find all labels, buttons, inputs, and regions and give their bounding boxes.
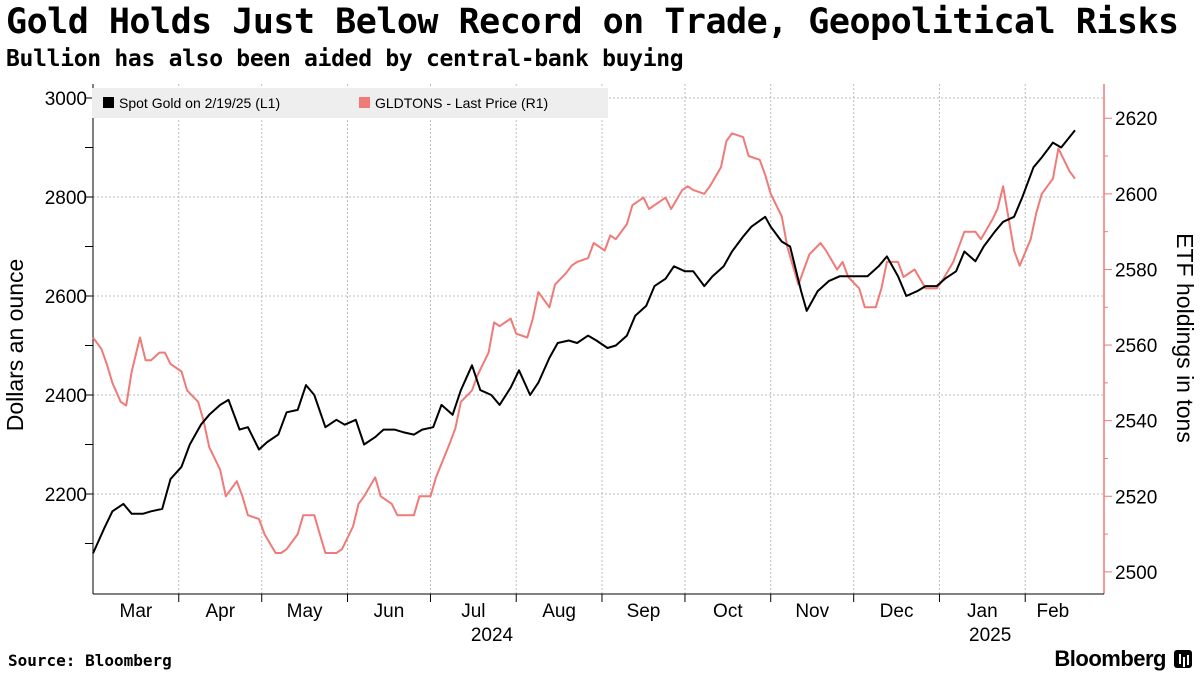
right-tick-label: 2620 <box>1115 109 1157 130</box>
left-axis-title: Dollars an ounce <box>2 259 28 432</box>
left-tick-label: 3000 <box>45 89 87 110</box>
legend: Spot Gold on 2/19/25 (L1) GLDTONS - Last… <box>92 88 608 118</box>
x-tick-label: Aug <box>542 601 576 622</box>
right-tick-label: 2560 <box>1115 336 1157 357</box>
x-tick-label: Dec <box>880 601 914 622</box>
right-tick-label: 2600 <box>1115 185 1157 206</box>
x-tick-label: Jan <box>967 601 998 622</box>
x-tick-label: Feb <box>1036 601 1069 622</box>
x-year-label: 2025 <box>969 625 1011 646</box>
left-tick-label: 2600 <box>45 287 87 308</box>
gridlines <box>93 84 1104 594</box>
x-tick-label: May <box>287 601 323 622</box>
brand-logo-text: Bloomberg <box>1054 646 1166 671</box>
left-tick-label: 2800 <box>45 188 87 209</box>
left-tick-label: 2400 <box>45 386 87 407</box>
series-lines <box>92 129 1076 554</box>
bloomberg-terminal-icon <box>1174 650 1192 668</box>
x-tick-label: Mar <box>120 601 153 622</box>
legend-swatch-gold <box>103 97 114 108</box>
series-line-gldtons <box>92 132 1076 554</box>
tick-labels: 2200 2400 2600 2800 3000 2500 2520 2540 2560 2580… <box>45 89 1158 646</box>
x-tick-label: Sep <box>627 601 661 622</box>
right-tick-label: 2520 <box>1115 487 1157 508</box>
x-tick-label: Jul <box>461 601 485 622</box>
series-line-spot-gold <box>92 129 1076 554</box>
x-tick-label: Nov <box>795 601 829 622</box>
x-tick-label: Apr <box>205 601 235 622</box>
right-tick-label: 2540 <box>1115 412 1157 433</box>
legend-swatch-etf <box>359 97 370 108</box>
x-tick-label: Oct <box>713 601 743 622</box>
x-year-label: 2024 <box>471 625 514 646</box>
chart-subtitle: Bullion has also been aided by central-b… <box>6 46 684 72</box>
source-note: Source: Bloomberg <box>8 651 172 670</box>
right-axis-title: ETF holdings in tons <box>1172 233 1198 443</box>
chart-title: Gold Holds Just Below Record on Trade, G… <box>6 2 1179 42</box>
x-tick-label: Jun <box>374 601 405 622</box>
left-tick-label: 2200 <box>45 485 87 506</box>
legend-box <box>92 88 608 118</box>
legend-label-gold: Spot Gold on 2/19/25 (L1) <box>119 95 280 111</box>
right-tick-label: 2500 <box>1115 563 1157 584</box>
right-tick-label: 2580 <box>1115 260 1157 281</box>
legend-label-etf: GLDTONS - Last Price (R1) <box>375 95 548 111</box>
